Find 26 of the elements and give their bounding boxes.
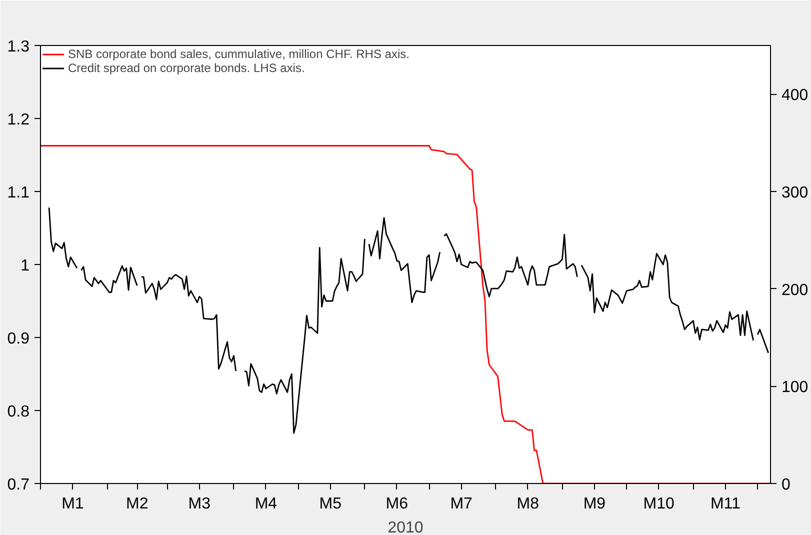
y2-tick-label: 200 — [782, 282, 808, 299]
y-tick-label: 1.3 — [7, 38, 30, 56]
x-tick-label: M6 — [386, 496, 408, 512]
x-tick-label: M10 — [643, 496, 675, 512]
y-tick-label: 0.8 — [7, 404, 30, 420]
x-tick-label: M4 — [254, 496, 278, 512]
y-tick-label: 1.1 — [7, 184, 30, 202]
x-tick-label: M11 — [710, 496, 740, 512]
y-tick-label: 1 — [20, 258, 30, 274]
x-tick-label: M7 — [450, 496, 473, 512]
legend-label: SNB corporate bond sales, cummulative, million CHF. RHS axis. — [68, 47, 410, 61]
y2-tick-label: 100 — [782, 379, 808, 396]
y-tick-label: 0.9 — [7, 330, 30, 348]
y2-tick-label: 0 — [782, 476, 790, 494]
y2-tick-label: 300 — [782, 184, 808, 202]
y2-tick-label: 400 — [782, 87, 808, 104]
x-tick-label: M8 — [516, 496, 540, 512]
legend-label: Credit spread on corporate bonds. LHS axis. — [68, 61, 305, 75]
x-tick-label: M1 — [62, 496, 84, 512]
x-tick-label: M5 — [319, 496, 342, 512]
x-tick-label: M3 — [188, 496, 211, 512]
y-tick-label: 0.7 — [7, 476, 30, 494]
x-axis-title: 2010 — [388, 520, 424, 535]
x-tick-label: M9 — [583, 496, 606, 512]
y-tick-label: 1.2 — [7, 112, 30, 128]
x-tick-label: M2 — [126, 496, 148, 512]
